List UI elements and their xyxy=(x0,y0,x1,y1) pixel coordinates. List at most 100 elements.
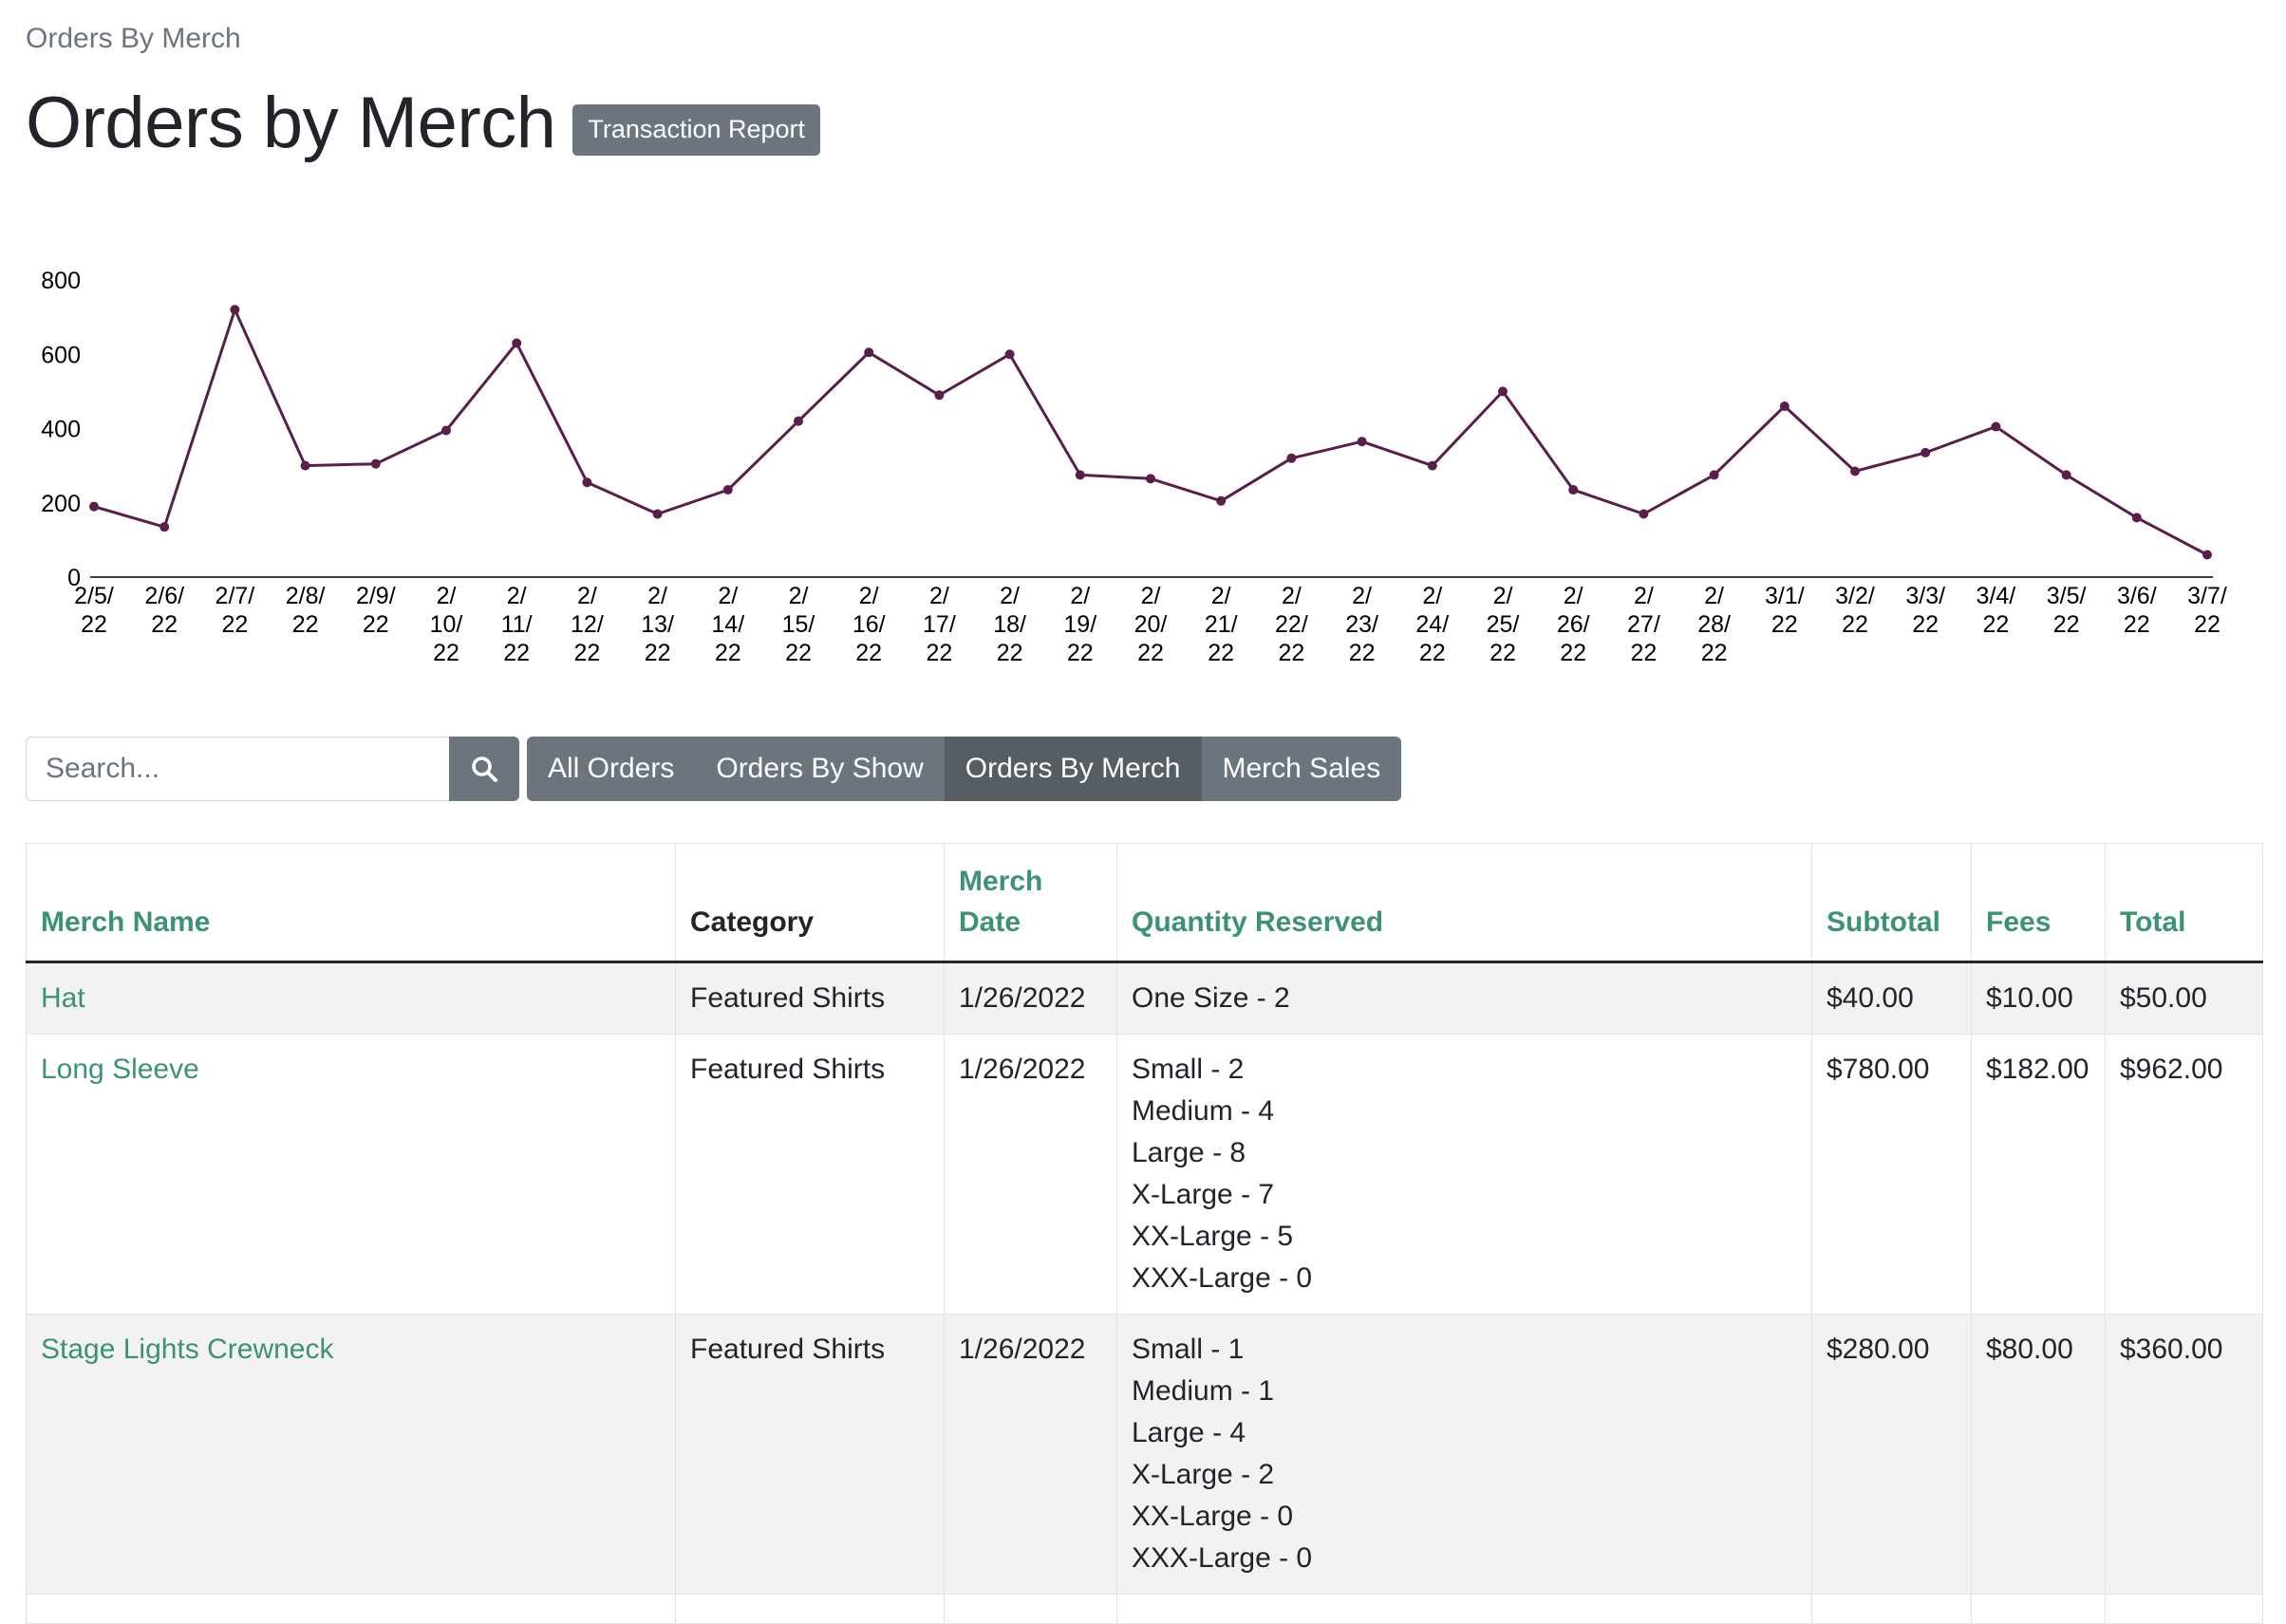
data-point[interactable] xyxy=(1639,509,1649,519)
x-tick-label: 2/5/22 xyxy=(74,583,114,638)
data-point[interactable] xyxy=(300,460,310,471)
x-tick-label: 2/15/22 xyxy=(782,583,815,666)
all-orders-button[interactable]: All Orders xyxy=(527,737,696,801)
quantity-line: XXX-Large - 0 xyxy=(1132,1542,1313,1574)
x-tick-label: 2/18/22 xyxy=(993,583,1026,666)
category-cell: Featured Shirts xyxy=(675,1314,945,1595)
data-point[interactable] xyxy=(1850,466,1860,476)
x-tick-label: 2/10/22 xyxy=(430,583,463,666)
col-header-quantity-reserved[interactable]: Quantity Reserved xyxy=(1116,843,1812,963)
quantity-line: X-Large - 7 xyxy=(1132,1179,1275,1210)
data-point[interactable] xyxy=(722,485,733,495)
data-point[interactable] xyxy=(1921,447,1931,457)
data-point[interactable] xyxy=(2061,470,2071,480)
col-header-subtotal[interactable]: Subtotal xyxy=(1811,843,1972,963)
search-button[interactable] xyxy=(449,737,519,801)
subtotal-cell: $280.00 xyxy=(1811,1314,1972,1595)
subtotal-cell: $40.00 xyxy=(1811,961,1972,1035)
controls-bar: All Orders Orders By Show Orders By Merc… xyxy=(26,737,1402,801)
data-point[interactable] xyxy=(934,390,945,401)
x-tick-label: 2/12/22 xyxy=(571,583,604,666)
quantity-line: Large - 8 xyxy=(1132,1137,1246,1168)
data-point[interactable] xyxy=(441,425,451,436)
data-point[interactable] xyxy=(1709,470,1719,480)
data-point[interactable] xyxy=(1357,437,1367,447)
data-point[interactable] xyxy=(230,305,240,315)
merch-sales-button[interactable]: Merch Sales xyxy=(1201,737,1402,801)
x-tick-label: 2/16/22 xyxy=(853,583,886,666)
orders-by-show-button[interactable]: Orders By Show xyxy=(695,737,945,801)
col-header-total[interactable]: Total xyxy=(2105,843,2263,963)
transaction-report-badge[interactable]: Transaction Report xyxy=(572,104,821,156)
data-point[interactable] xyxy=(794,416,803,426)
x-tick-label: 3/7/22 xyxy=(2187,583,2227,638)
merch-date-cell: 1/26/2022 xyxy=(944,1034,1117,1315)
orders-by-merch-button[interactable]: Orders By Merch xyxy=(944,737,1202,801)
data-point[interactable] xyxy=(159,522,170,532)
col-header-category: Category xyxy=(675,843,945,963)
data-point[interactable] xyxy=(1075,470,1085,480)
search-group xyxy=(26,737,519,801)
x-tick-label: 2/9/22 xyxy=(356,583,396,638)
col-header-fees[interactable]: Fees xyxy=(1971,843,2106,963)
table-cell xyxy=(1971,1594,2106,1624)
x-tick-label: 2/23/22 xyxy=(1345,583,1378,666)
report-nav-group: All Orders Orders By Show Orders By Merc… xyxy=(527,737,1402,801)
quantity-line: XX-Large - 0 xyxy=(1132,1501,1294,1532)
quantity-cell: One Size - 2 xyxy=(1116,961,1812,1035)
x-tick-label: 2/7/22 xyxy=(215,583,255,638)
x-tick-label: 2/21/22 xyxy=(1205,583,1238,666)
category-cell: Featured Shirts xyxy=(675,1034,945,1315)
col-header-merch-date[interactable]: Merch Date xyxy=(944,843,1117,963)
data-point[interactable] xyxy=(1427,460,1437,471)
quantity-line: One Size - 2 xyxy=(1132,982,1290,1014)
search-input[interactable] xyxy=(26,737,449,801)
y-tick-label: 0 xyxy=(67,565,81,591)
total-cell: $50.00 xyxy=(2105,961,2263,1035)
x-tick-label: 2/24/22 xyxy=(1415,583,1449,666)
quantity-cell: Small - 2 Medium - 4 Large - 8 X-Large -… xyxy=(1116,1034,1812,1315)
orders-table: Merch Name Category Merch Date Quantity R… xyxy=(26,843,2263,1624)
x-tick-label: 3/6/22 xyxy=(2117,583,2157,638)
data-point[interactable] xyxy=(1779,401,1789,412)
col-header-merch-name[interactable]: Merch Name xyxy=(26,843,676,963)
x-tick-label: 3/2/22 xyxy=(1835,583,1875,638)
table-header-row: Merch Name Category Merch Date Quantity R… xyxy=(26,843,2263,963)
x-tick-label: 2/26/22 xyxy=(1557,583,1590,666)
data-point[interactable] xyxy=(370,458,381,469)
data-point[interactable] xyxy=(1004,349,1015,360)
data-point[interactable] xyxy=(652,509,663,519)
data-point[interactable] xyxy=(864,347,874,358)
y-tick-label: 200 xyxy=(41,491,81,517)
category-cell: Featured Shirts xyxy=(675,961,945,1035)
merch-name-link[interactable]: Stage Lights Crewneck xyxy=(41,1334,334,1365)
fees-cell: $80.00 xyxy=(1971,1314,2106,1595)
x-tick-label: 3/5/22 xyxy=(2047,583,2087,638)
table-cell xyxy=(26,1594,676,1624)
data-point[interactable] xyxy=(1498,386,1508,397)
x-tick-label: 3/1/22 xyxy=(1765,583,1805,638)
table-cell xyxy=(944,1594,1117,1624)
data-point[interactable] xyxy=(89,501,99,512)
data-point[interactable] xyxy=(2131,513,2142,523)
quantity-line: Small - 1 xyxy=(1132,1334,1245,1365)
merch-name-link[interactable]: Long Sleeve xyxy=(41,1054,199,1085)
data-point[interactable] xyxy=(2202,550,2212,560)
total-cell: $360.00 xyxy=(2105,1314,2263,1595)
merch-name-cell: Hat xyxy=(26,961,676,1035)
y-tick-label: 800 xyxy=(41,268,81,294)
subtotal-cell: $780.00 xyxy=(1811,1034,1972,1315)
breadcrumb[interactable]: Orders By Merch xyxy=(26,23,241,54)
data-point[interactable] xyxy=(1286,453,1297,463)
data-point[interactable] xyxy=(1146,474,1155,484)
x-tick-label: 2/6/22 xyxy=(144,583,184,638)
merch-name-link[interactable]: Hat xyxy=(41,982,85,1014)
merch-name-cell: Stage Lights Crewneck xyxy=(26,1314,676,1595)
fees-cell: $182.00 xyxy=(1971,1034,2106,1315)
data-point[interactable] xyxy=(1568,485,1579,495)
data-point[interactable] xyxy=(582,477,592,488)
data-point[interactable] xyxy=(1216,495,1227,506)
table-cell xyxy=(1811,1594,1972,1624)
data-point[interactable] xyxy=(1991,421,2001,432)
data-point[interactable] xyxy=(512,338,522,348)
